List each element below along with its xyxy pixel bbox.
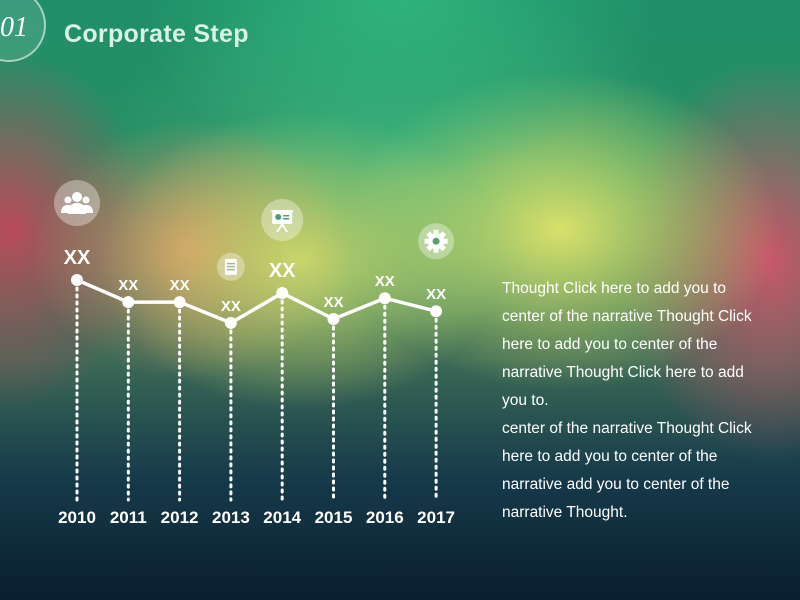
tick-label-2014: 2014 bbox=[263, 508, 301, 527]
data-point-2011 bbox=[122, 296, 135, 309]
data-point-2010 bbox=[71, 274, 83, 286]
data-point-2012 bbox=[173, 296, 186, 309]
tick-label-2011: 2011 bbox=[110, 508, 147, 527]
gear-icon bbox=[424, 229, 448, 253]
narrative-paragraph-1: Thought Click here to add you to center … bbox=[502, 280, 752, 409]
tick-label-2012: 2012 bbox=[161, 508, 199, 527]
presentation-icon bbox=[271, 210, 294, 232]
data-point-2016 bbox=[378, 292, 391, 305]
tick-label-2015: 2015 bbox=[315, 508, 353, 527]
data-point-2014 bbox=[276, 287, 289, 299]
slide-title: Corporate Step bbox=[64, 20, 249, 48]
data-label-2013: XX bbox=[221, 298, 241, 315]
people-icon bbox=[61, 192, 93, 214]
tick-label-2013: 2013 bbox=[212, 508, 250, 527]
data-label-2016: XX bbox=[375, 273, 395, 290]
data-label-2011: XX bbox=[118, 277, 138, 294]
data-label-2017: XX bbox=[426, 286, 446, 303]
data-label-2012: XX bbox=[170, 277, 190, 294]
document-icon bbox=[224, 258, 237, 275]
data-label-2014: XX bbox=[269, 260, 296, 282]
data-point-2013 bbox=[224, 316, 237, 329]
tick-label-2016: 2016 bbox=[366, 508, 404, 527]
data-point-2015 bbox=[327, 313, 340, 325]
tick-label-2010: 2010 bbox=[58, 508, 96, 527]
data-point-2017 bbox=[430, 305, 443, 318]
data-label-2010: XX bbox=[64, 247, 91, 269]
slide-number: 01 bbox=[0, 12, 28, 43]
narrative-text: Thought Click here to add you to center … bbox=[502, 275, 772, 527]
data-label-2015: XX bbox=[323, 294, 343, 311]
narrative-paragraph-2: center of the narrative Thought Click he… bbox=[502, 420, 752, 521]
tick-label-2017: 2017 bbox=[417, 508, 455, 527]
series-line bbox=[76, 278, 437, 325]
